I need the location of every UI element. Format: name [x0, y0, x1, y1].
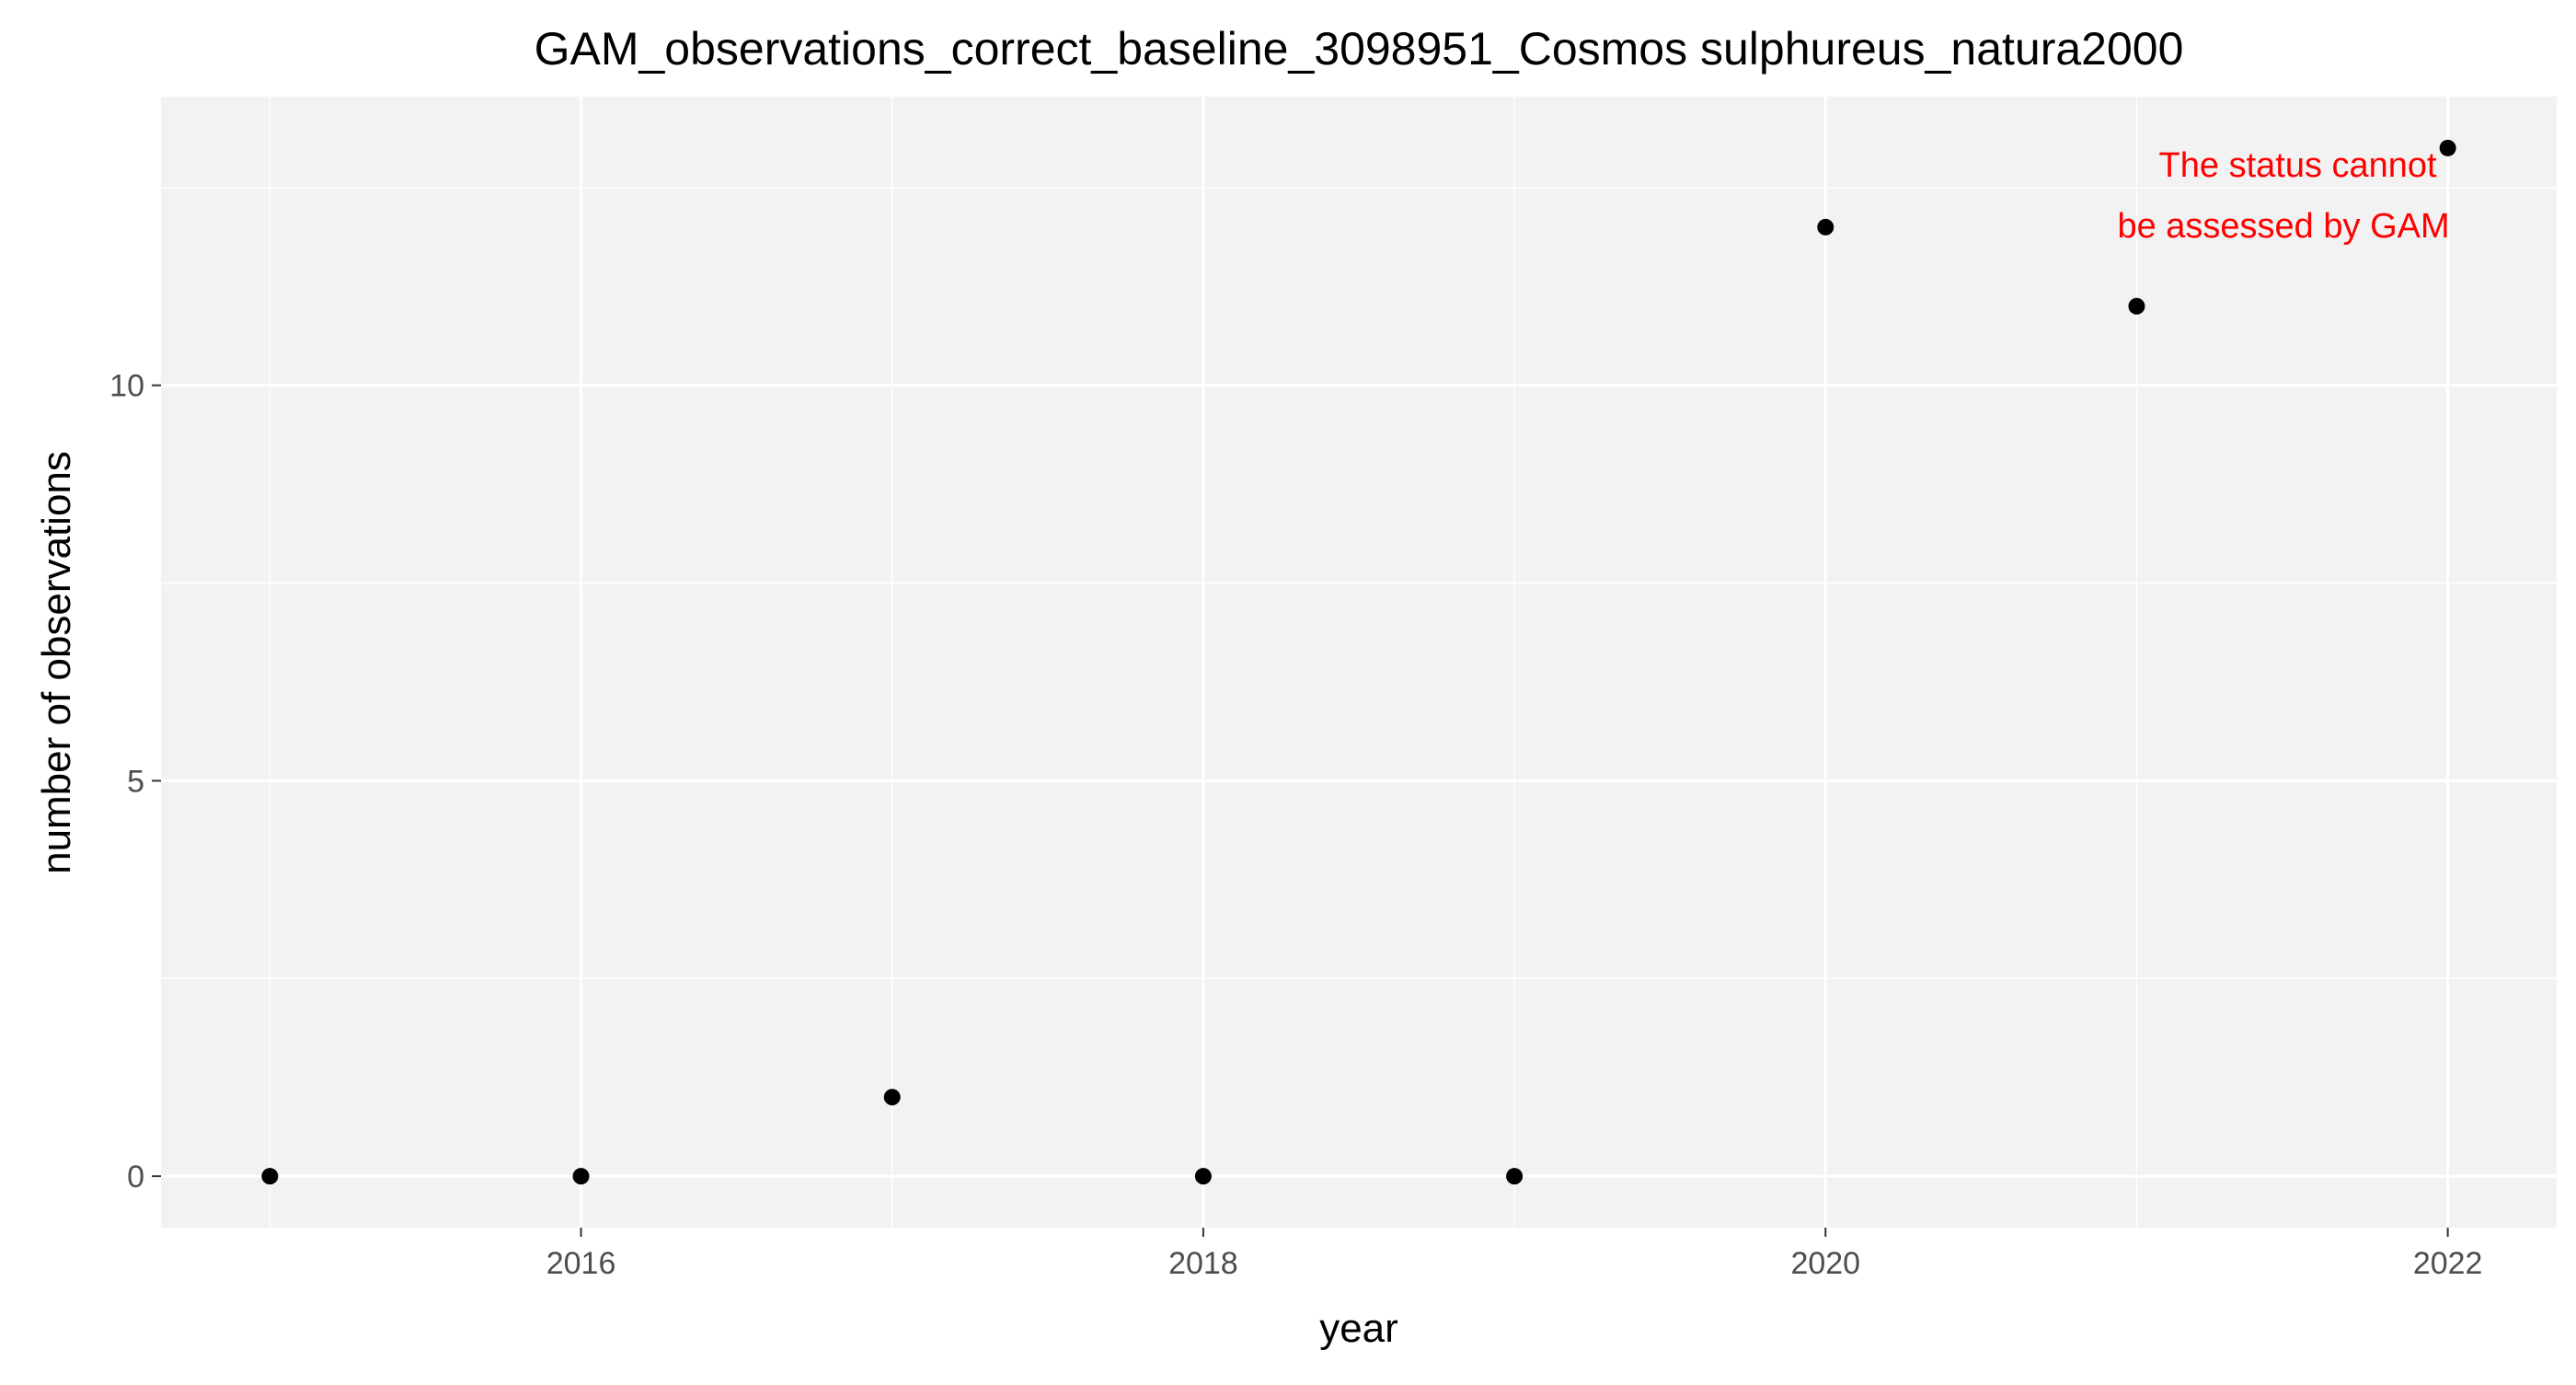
x-tick-label: 2016	[546, 1246, 616, 1281]
data-points	[261, 139, 2456, 1185]
x-axis-title: year	[1319, 1306, 1398, 1351]
data-point	[1194, 1168, 1212, 1185]
x-tick-label: 2022	[2413, 1246, 2483, 1281]
data-point	[572, 1168, 590, 1185]
axes: 2016 2018 2020 2022 0 5 10	[109, 369, 2482, 1281]
data-point	[883, 1089, 901, 1106]
x-tick-label: 2020	[1790, 1246, 1860, 1281]
data-point	[1506, 1168, 1524, 1185]
y-tick-label: 5	[127, 764, 144, 799]
data-point	[2439, 139, 2456, 156]
y-tick-label: 10	[109, 369, 144, 404]
chart-title: GAM_observations_correct_baseline_309895…	[535, 23, 2184, 75]
panel-background	[161, 97, 2557, 1228]
y-tick-label: 0	[127, 1160, 144, 1195]
x-tick-label: 2018	[1168, 1246, 1238, 1281]
data-point	[261, 1168, 279, 1185]
y-axis-title: number of observations	[34, 451, 79, 874]
grid-lines	[161, 97, 2557, 1228]
plot-panel	[161, 97, 2557, 1228]
annotation: The status cannot be assessed by GAM	[2117, 146, 2449, 246]
data-point	[2128, 297, 2145, 315]
annotation-line-2: be assessed by GAM	[2117, 207, 2449, 246]
annotation-line-1: The status cannot	[2159, 146, 2438, 185]
data-point	[1817, 218, 1834, 236]
